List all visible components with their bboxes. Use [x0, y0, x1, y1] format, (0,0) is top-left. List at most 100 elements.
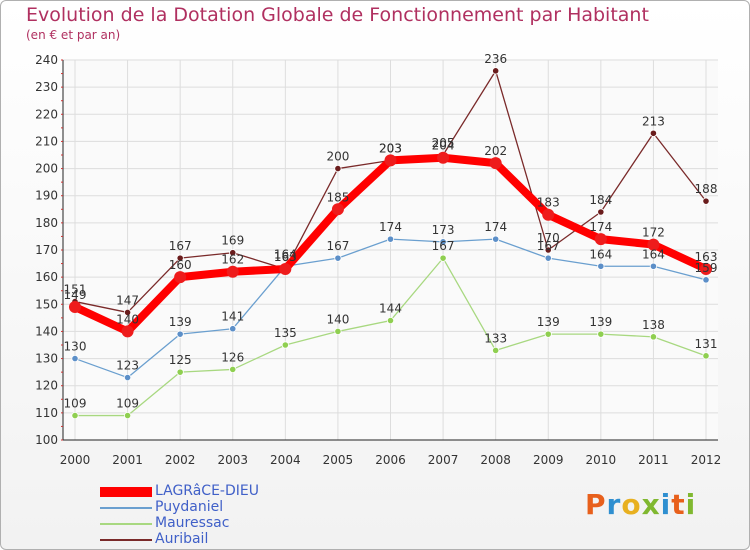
- chart-subtitle: (en € et par an): [26, 28, 121, 42]
- data-label: 147: [116, 293, 139, 307]
- data-label: 183: [537, 196, 560, 210]
- data-point: [176, 254, 184, 262]
- x-tick-label: 2005: [323, 453, 354, 467]
- data-label: 203: [379, 141, 402, 155]
- data-point: [544, 254, 552, 262]
- legend-swatch: [100, 507, 152, 509]
- data-label: 174: [484, 220, 507, 234]
- data-point: [176, 368, 184, 376]
- data-point: [702, 276, 710, 284]
- data-point: [386, 316, 395, 325]
- data-label: 167: [432, 239, 455, 253]
- x-tick-label: 2008: [480, 453, 511, 467]
- data-point: [649, 129, 658, 137]
- data-label: 173: [432, 223, 455, 237]
- x-tick-label: 2003: [217, 453, 248, 467]
- x-tick-label: 2001: [112, 453, 143, 467]
- x-tick-label: 2010: [586, 453, 617, 467]
- x-tick-label: 2009: [533, 453, 564, 467]
- data-label: 139: [169, 315, 192, 329]
- y-tick-label: 210: [35, 134, 58, 148]
- proxiti-logo: Proxiti: [585, 488, 696, 521]
- legend-swatch: [100, 487, 152, 497]
- y-tick-label: 200: [35, 162, 58, 176]
- y-tick-label: 190: [35, 189, 58, 203]
- data-point: [229, 249, 237, 257]
- data-point: [334, 254, 342, 262]
- y-tick-label: 100: [35, 433, 58, 447]
- data-point: [334, 164, 342, 173]
- data-label: 151: [64, 283, 87, 297]
- data-point: [594, 233, 607, 246]
- legend-item: LAGRâCE-DIEU: [100, 483, 320, 500]
- data-label: 169: [221, 234, 244, 248]
- data-label: 202: [484, 144, 507, 158]
- data-label: 139: [589, 315, 612, 329]
- data-label: 126: [221, 350, 244, 364]
- y-tick-label: 120: [35, 379, 58, 393]
- logo-letter: o: [621, 488, 642, 521]
- x-tick-label: 2000: [60, 453, 91, 467]
- chart-legend: LAGRâCE-DIEU Puydaniel Mauressac Auribail: [100, 483, 320, 548]
- data-label: 138: [642, 318, 665, 332]
- data-label: 205: [432, 136, 455, 150]
- data-point: [123, 373, 132, 382]
- chart-title: Evolution de la Dotation Globale de Fonc…: [26, 4, 649, 26]
- y-tick-label: 170: [35, 243, 58, 257]
- data-label: 109: [116, 397, 139, 411]
- data-point: [492, 235, 500, 243]
- data-point: [176, 330, 184, 338]
- data-label: 163: [274, 250, 297, 264]
- data-point: [229, 365, 237, 374]
- data-label: 109: [64, 397, 87, 411]
- logo-letter: i: [660, 488, 672, 521]
- data-point: [386, 235, 395, 243]
- data-point: [437, 151, 450, 164]
- data-label: 163: [274, 250, 297, 264]
- data-label: 174: [589, 220, 612, 234]
- data-label: 135: [274, 326, 297, 340]
- data-point: [597, 262, 605, 270]
- x-tick-label: 2007: [428, 453, 459, 467]
- legend-swatch: [100, 523, 152, 525]
- y-tick-label: 110: [35, 406, 58, 420]
- data-point: [281, 341, 289, 349]
- data-point: [226, 265, 239, 278]
- data-point: [69, 301, 81, 313]
- logo-letter: r: [606, 488, 622, 521]
- data-label: 140: [116, 312, 139, 326]
- data-point: [279, 263, 292, 275]
- data-label: 167: [537, 239, 560, 253]
- data-label: 164: [642, 247, 665, 261]
- data-point: [71, 411, 79, 420]
- legend-label: LAGRâCE-DIEU: [155, 483, 259, 499]
- y-tick-label: 180: [35, 216, 58, 230]
- series-0: [69, 151, 712, 338]
- data-label: 123: [116, 359, 139, 373]
- data-label: 144: [379, 302, 402, 316]
- data-label: 200: [326, 150, 349, 164]
- data-point: [489, 157, 502, 170]
- data-point: [384, 154, 397, 167]
- y-tick-label: 150: [35, 297, 58, 311]
- y-tick-label: 220: [35, 107, 58, 121]
- data-label: 162: [221, 253, 244, 267]
- data-point: [544, 330, 552, 338]
- data-point: [597, 208, 605, 216]
- data-label: 170: [537, 231, 560, 245]
- legend-label: Puydaniel: [155, 499, 224, 515]
- legend-item: Puydaniel: [100, 499, 320, 516]
- data-point: [597, 330, 605, 338]
- data-point: [123, 308, 132, 317]
- data-label: 133: [484, 331, 507, 345]
- data-point: [439, 238, 447, 246]
- data-label: 213: [642, 114, 665, 128]
- logo-letter: P: [585, 488, 607, 521]
- data-label: 164: [589, 247, 612, 261]
- legend-label: Auribail: [155, 531, 209, 547]
- data-label: 172: [642, 226, 665, 240]
- data-label: 159: [695, 261, 718, 275]
- data-point: [121, 325, 134, 338]
- data-point: [544, 246, 552, 254]
